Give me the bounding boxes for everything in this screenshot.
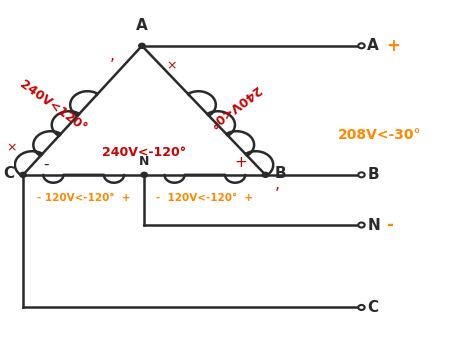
Text: ’: ’ [274,187,279,202]
Circle shape [139,43,145,48]
Text: -  120V<-120°  +: - 120V<-120° + [156,193,254,203]
Circle shape [20,172,26,177]
Circle shape [262,172,269,177]
Text: C: C [367,300,379,315]
Text: -: - [43,157,49,171]
Text: B: B [274,166,286,181]
Text: C: C [3,166,14,181]
Text: B: B [367,167,379,182]
Text: -: - [387,216,393,234]
Text: A: A [367,38,379,53]
Text: ×: × [6,142,17,154]
Text: +: + [234,155,246,170]
Circle shape [358,172,365,177]
Text: 240V<120°: 240V<120° [17,78,89,135]
Circle shape [358,222,365,228]
Circle shape [141,172,147,177]
Text: ×: × [166,59,177,72]
Text: A: A [136,18,148,33]
Text: - 120V<-120°  +: - 120V<-120° + [37,193,130,203]
Text: N: N [139,155,149,169]
Circle shape [358,43,365,48]
Text: 208V<-30°: 208V<-30° [338,128,421,142]
Text: ’: ’ [110,58,115,73]
Text: +: + [387,37,401,55]
Text: N: N [367,218,380,233]
Text: 240V<0°: 240V<0° [205,83,262,130]
Text: 240V<-120°: 240V<-120° [102,146,186,159]
Circle shape [358,305,365,310]
